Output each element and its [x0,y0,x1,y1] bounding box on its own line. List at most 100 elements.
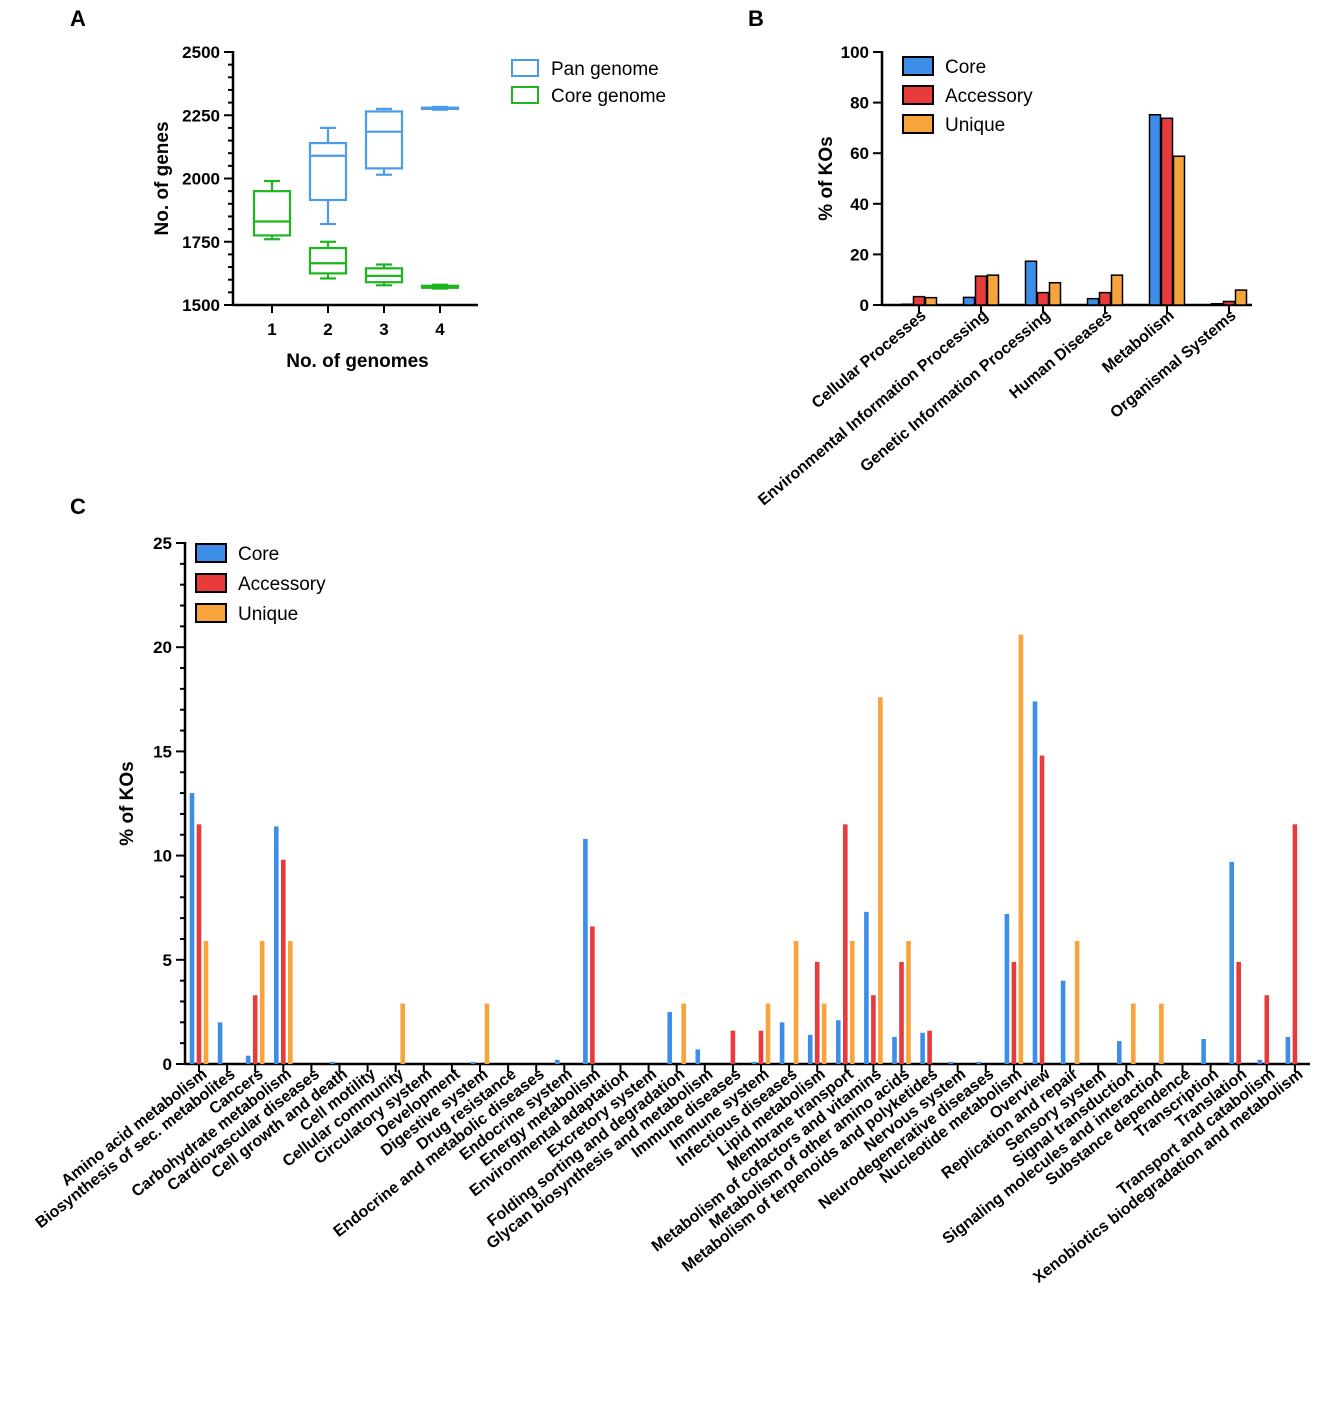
bar-core-amino-acid-metabolism [189,793,195,1064]
bar-core-environmental-information-processing [962,296,976,306]
bar-core-signal-transduction [1117,1041,1122,1064]
bar-core-human-diseases [1086,297,1100,306]
legend-swatch-core [902,56,934,76]
category-label-human-diseases: Human Diseases [1007,307,1116,402]
bar-core-nervous-system [948,1061,953,1064]
b-y-tick-label: 20 [850,245,869,264]
bar-accessory-human-diseases [1098,291,1112,306]
bar-accessory-lipid-metabolism [814,961,820,1064]
panel-c-legend: Core Accessory Unique [195,543,326,625]
bar-accessory-metabolism-of-other-amino-acids [899,961,904,1064]
box-core-genome-1 [252,179,292,241]
c-y-tick-label: 25 [153,534,172,553]
b-y-tick-label: 40 [850,195,869,214]
panel-a-boxes [252,105,460,290]
legend-label-core: Core [238,544,279,565]
bar-core-metabolism-of-terpenoids-and-polyketides [920,1032,925,1064]
panel-a-letter: A [70,6,86,31]
legend-swatch-unique [902,114,934,134]
panel-b-y-axis-label: % of KOs [816,136,837,220]
bar-core-infectious-diseases [779,1022,785,1064]
bar-accessory-carbohydrate-metabolism [281,859,286,1064]
bar-accessory-genetic-information-processing [1036,291,1050,306]
panel-a-x-tick-label: 4 [435,320,445,339]
bar-core-metabolism [1148,113,1162,306]
bar-accessory-nucleotide-metabolism [1011,961,1017,1064]
bar-core-digestive-system [470,1061,476,1064]
bar-unique-signal-transduction [1131,1003,1136,1064]
bar-core-energy-metabolism [583,838,588,1064]
box-pan-genome-4 [420,105,460,111]
bar-core-biosynthesis-of-sec-metabolites [217,1022,223,1064]
bar-core-translation [1229,861,1234,1064]
bar-core-carbohydrate-metabolism [274,826,279,1064]
bar-accessory-immune-system [758,1030,764,1064]
bar-unique-digestive-system [484,1003,490,1064]
panel-a-y-tick-label: 1750 [182,233,220,252]
bar-accessory-metabolism-of-cofactors-and-vitamins [871,995,876,1064]
bar-core-genetic-information-processing [1024,260,1038,306]
bar-accessory-organismal-systems [1222,300,1236,306]
bar-core-transport-and-catabolism [1257,1059,1263,1064]
legend-swatch-core [195,543,227,563]
bar-unique-metabolism-of-other-amino-acids [906,941,911,1064]
panel-b-ticks: 0 20 40 60 80 100 [841,43,1230,315]
bar-unique-lipid-metabolism [821,1003,827,1064]
bar-unique-cellular-processes [924,296,938,306]
bar-unique-metabolism [1172,155,1186,306]
bar-core-cellular-processes [900,303,914,306]
panel-a-x-tick-label: 2 [323,320,332,339]
bar-core-neurodegenerative-diseases [976,1061,982,1064]
panel-b-axes [880,51,1252,307]
b-y-tick-label: 60 [850,144,869,163]
panel-b-bars [900,113,1248,306]
bar-accessory-metabolism [1160,117,1174,306]
bar-unique-nucleotide-metabolism [1018,634,1024,1064]
b-y-tick-label: 80 [850,94,869,113]
legend-label-pan-genome: Pan genome [551,59,659,80]
panel-b-letter: B [748,6,764,31]
bar-core-glycan-biosynthesis-and-metabolism [695,1049,701,1064]
category-label-organismal-systems: Organismal Systems [1107,307,1239,422]
panel-a-x-axis-label: No. of genomes [286,351,429,372]
c-y-tick-label: 0 [163,1055,172,1074]
bar-accessory-translation [1236,961,1241,1064]
bar-core-cancers [245,1055,251,1064]
bar-core-endocrine-system [555,1059,560,1064]
panel-a-x-tick-label: 3 [379,320,388,339]
bar-accessory-cancers [252,995,258,1064]
legend-label-accessory: Accessory [238,574,326,595]
bar-accessory-amino-acid-metabolism [196,824,202,1064]
bar-accessory-xenobiotics-biodegradation-and-metabolism [1292,824,1298,1064]
bar-accessory-metabolism-of-terpenoids-and-polyketides [927,1030,932,1064]
box-pan-genome-2 [308,126,348,226]
bar-accessory-energy-metabolism [590,926,595,1064]
c-y-tick-label: 20 [153,638,172,657]
bar-core-immune-system [751,1061,757,1064]
box-iqr [308,141,348,202]
bar-core-xenobiotics-biodegradation-and-metabolism [1285,1036,1291,1064]
bar-unique-replication-and-repair [1074,941,1080,1064]
bar-accessory-overview [1039,755,1045,1064]
panel-b: B % of KOs 0 20 40 60 80 100 Cellular Process… [748,6,1252,509]
bar-core-cell-growth-and-death [330,1061,335,1064]
bar-unique-folding-sorting-and-degradation [681,1003,686,1064]
panel-a-y-tick-label: 2000 [182,170,220,189]
category-label-cellular-processes: Cellular Processes [809,307,930,412]
bar-unique-membrane-transport [850,941,855,1064]
bar-core-nucleotide-metabolism [1004,913,1010,1064]
bar-core-folding-sorting-and-degradation [667,1011,672,1064]
bar-unique-organismal-systems [1234,289,1248,306]
bar-accessory-transport-and-catabolism [1264,995,1270,1064]
bar-unique-human-diseases [1110,274,1124,306]
bar-unique-carbohydrate-metabolism [288,941,293,1064]
bar-unique-immune-system [765,1003,771,1064]
panel-a-y-axis-label: No. of genes [152,121,173,235]
bar-unique-cancers [259,941,265,1064]
bar-accessory-environmental-information-processing [974,275,988,306]
legend-label-accessory: Accessory [945,86,1033,107]
b-y-tick-label: 100 [841,43,869,62]
b-y-tick-label: 0 [860,296,869,315]
